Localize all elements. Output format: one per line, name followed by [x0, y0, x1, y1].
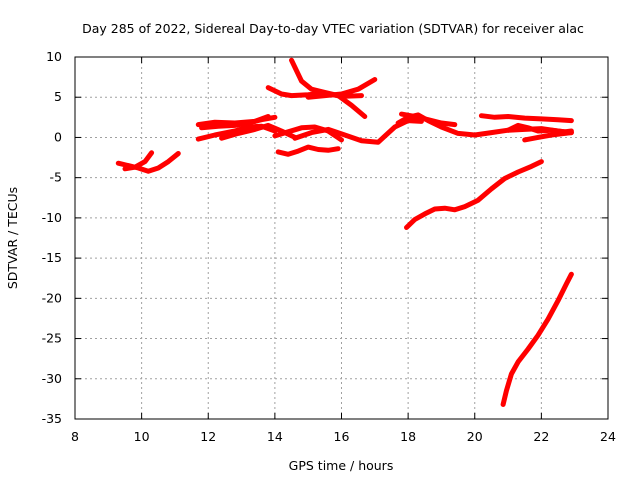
series-line-arc-1: [115, 151, 181, 174]
x-tick-label: 24: [600, 429, 616, 444]
series-line-arc-18: [404, 159, 544, 230]
x-axis-label: GPS time / hours: [289, 458, 394, 473]
y-tick-label: -5: [50, 170, 62, 185]
series-line-arc-15: [478, 113, 574, 124]
axis-ticks: 8 10 12 14 16 18 20 22 24 -35 -30 -25 -20 -15 -10 -5 0 5 1…: [42, 49, 616, 444]
series-line-arc-12: [292, 118, 424, 145]
series-line-arc-9: [305, 77, 378, 100]
x-tick-label: 16: [334, 429, 350, 444]
x-tick-label: 8: [71, 429, 79, 444]
y-tick-label: -35: [42, 411, 62, 426]
y-tick-label: -30: [42, 371, 62, 386]
chart-title: Day 285 of 2022, Sidereal Day-to-day VTE…: [82, 21, 584, 36]
series-line-arc-10: [275, 144, 341, 157]
x-tick-label: 18: [400, 429, 416, 444]
series-line-arc-14: [399, 111, 458, 128]
x-tick-label: 14: [267, 429, 283, 444]
y-axis-label: SDTVAR / TECUs: [5, 187, 20, 289]
x-tick-label: 12: [200, 429, 216, 444]
grid-lines: [75, 57, 608, 419]
y-tick-label: -25: [42, 331, 62, 346]
y-tick-label: 10: [46, 49, 62, 64]
series-line-arc-19: [500, 271, 574, 407]
y-tick-label: -10: [42, 210, 62, 225]
x-tick-label: 10: [134, 429, 150, 444]
x-tick-label: 20: [467, 429, 483, 444]
y-tick-label: -20: [42, 290, 62, 305]
series-line-arc-17: [522, 130, 574, 143]
series-line-arc-2: [122, 150, 155, 172]
y-tick-label: -15: [42, 250, 62, 265]
y-tick-label: 5: [54, 89, 62, 104]
series-line-arc-8: [289, 57, 368, 119]
series-line-arc-5: [199, 114, 278, 131]
y-tick-label: 0: [54, 129, 62, 144]
data-series: [115, 57, 574, 407]
x-tick-label: 22: [533, 429, 549, 444]
